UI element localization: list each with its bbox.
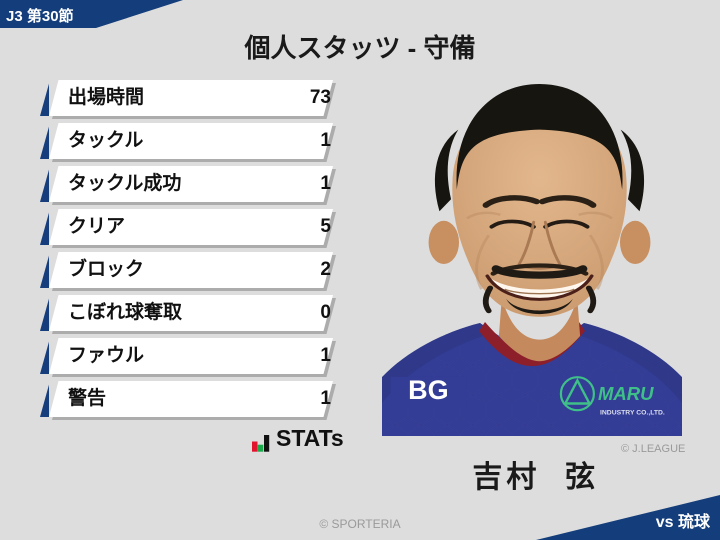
svg-text:INDUSTRY CO.,LTD.: INDUSTRY CO.,LTD. <box>600 410 665 417</box>
svg-text:BG: BG <box>408 375 449 405</box>
svg-text:MARU: MARU <box>598 383 654 404</box>
